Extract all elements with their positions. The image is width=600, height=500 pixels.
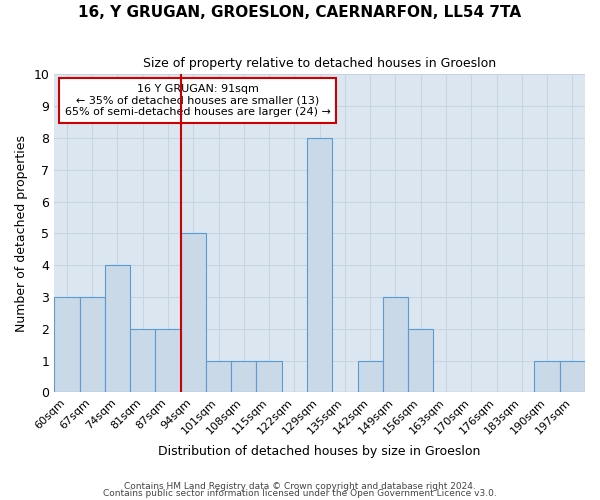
- Bar: [206, 360, 231, 392]
- Bar: [54, 297, 80, 392]
- Bar: [231, 360, 256, 392]
- Text: 16, Y GRUGAN, GROESLON, CAERNARFON, LL54 7TA: 16, Y GRUGAN, GROESLON, CAERNARFON, LL54…: [79, 5, 521, 20]
- Text: Contains public sector information licensed under the Open Government Licence v3: Contains public sector information licen…: [103, 490, 497, 498]
- Bar: [358, 360, 383, 392]
- Bar: [105, 265, 130, 392]
- X-axis label: Distribution of detached houses by size in Groeslon: Distribution of detached houses by size …: [158, 444, 481, 458]
- Bar: [130, 329, 155, 392]
- Y-axis label: Number of detached properties: Number of detached properties: [15, 135, 28, 332]
- Bar: [307, 138, 332, 392]
- Bar: [256, 360, 282, 392]
- Bar: [560, 360, 585, 392]
- Bar: [155, 329, 181, 392]
- Bar: [408, 329, 433, 392]
- Bar: [535, 360, 560, 392]
- Title: Size of property relative to detached houses in Groeslon: Size of property relative to detached ho…: [143, 58, 496, 70]
- Bar: [181, 234, 206, 392]
- Text: 16 Y GRUGAN: 91sqm
← 35% of detached houses are smaller (13)
65% of semi-detache: 16 Y GRUGAN: 91sqm ← 35% of detached hou…: [65, 84, 331, 117]
- Text: Contains HM Land Registry data © Crown copyright and database right 2024.: Contains HM Land Registry data © Crown c…: [124, 482, 476, 491]
- Bar: [383, 297, 408, 392]
- Bar: [80, 297, 105, 392]
